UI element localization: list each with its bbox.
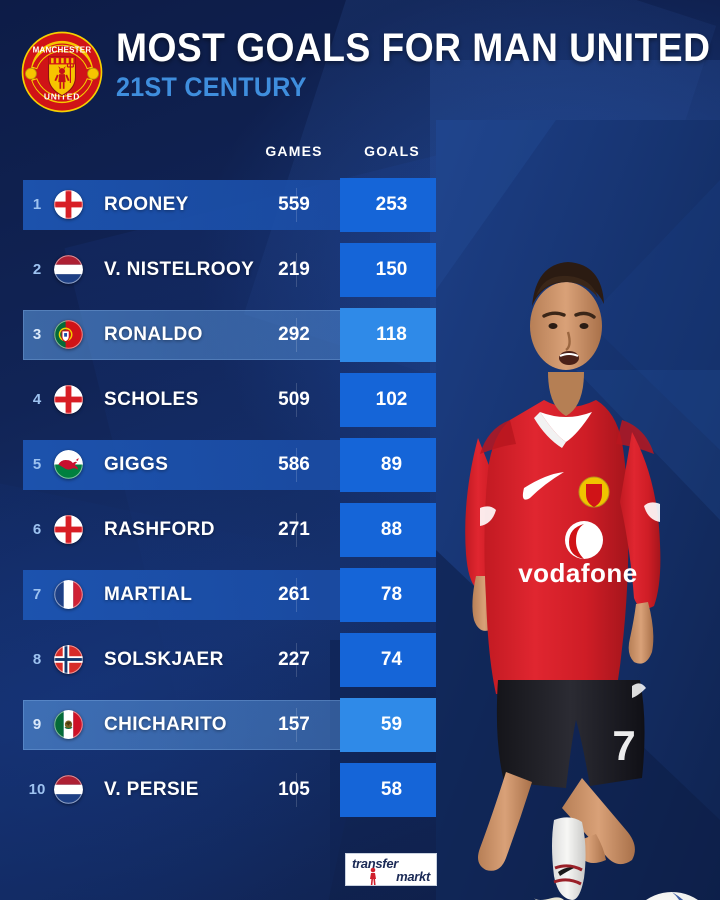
column-header-games: GAMES	[265, 143, 323, 159]
svg-text:MANCHESTER: MANCHESTER	[33, 46, 92, 55]
player-name: V. NISTELROOY	[104, 258, 255, 280]
column-divider	[296, 448, 297, 482]
goals-cell-background	[340, 373, 443, 427]
goals-cell-background	[340, 763, 443, 817]
games-value: 509	[278, 388, 310, 410]
column-divider	[296, 773, 297, 807]
column-divider	[296, 318, 297, 352]
player-name: CHICHARITO	[104, 713, 227, 735]
player-name: MARTIAL	[104, 583, 193, 605]
mexico-flag-icon	[54, 710, 83, 739]
player-name: SOLSKJAER	[104, 648, 224, 670]
player-name: RASHFORD	[104, 518, 215, 540]
rank-number: 6	[32, 521, 42, 538]
wales-flag-icon	[54, 450, 83, 479]
goals-cell-background	[340, 308, 443, 362]
player-name: ROONEY	[104, 193, 189, 215]
goals-value: 150	[375, 258, 408, 280]
column-divider	[296, 188, 297, 222]
goals-cell-background	[340, 243, 443, 297]
games-value: 292	[278, 323, 310, 345]
table-row[interactable]: 4 SCHOLES 509 102	[0, 367, 460, 432]
games-value: 271	[278, 518, 310, 540]
games-value: 105	[278, 778, 310, 800]
rank-number: 8	[32, 651, 42, 668]
rankings-table: 1 ROONEY 559 253 2 V. NISTELROOY 219 150 3 RONALD…	[0, 172, 460, 822]
player-name: SCHOLES	[104, 388, 199, 410]
rank-number: 7	[32, 586, 42, 603]
svg-text:vodafone: vodafone	[518, 558, 638, 588]
column-divider	[296, 253, 297, 287]
column-divider	[296, 643, 297, 677]
rank-number: 5	[32, 456, 42, 473]
goals-cell-background	[340, 503, 443, 557]
column-divider	[296, 708, 297, 742]
games-value: 219	[278, 258, 310, 280]
goals-value: 102	[375, 388, 408, 410]
france-flag-icon	[54, 580, 83, 609]
svg-text:UNITED: UNITED	[44, 92, 80, 102]
transfermarkt-figure-icon	[370, 867, 376, 885]
column-divider	[296, 383, 297, 417]
column-divider	[296, 578, 297, 612]
transfermarkt-logo[interactable]: transfer markt	[345, 853, 437, 886]
table-row[interactable]: 6 RASHFORD 271 88	[0, 497, 460, 562]
goals-value: 89	[380, 453, 403, 475]
rank-number: 1	[32, 196, 42, 213]
page-subtitle: 21ST CENTURY	[116, 72, 307, 102]
transfermarkt-logo-line1: transfer	[352, 855, 399, 871]
table-row[interactable]: 5 GIGGS 586 89	[0, 432, 460, 497]
games-value: 586	[278, 453, 310, 475]
goals-cell-background	[340, 633, 443, 687]
column-header-goals: GOALS	[364, 143, 420, 159]
rank-number: 4	[32, 391, 42, 408]
table-row[interactable]: 1 ROONEY 559 253	[0, 172, 460, 237]
games-value: 559	[278, 193, 310, 215]
transfermarkt-logo-line2: markt	[396, 868, 430, 884]
netherlands-flag-icon	[54, 255, 83, 284]
goals-value: 88	[380, 518, 403, 540]
rank-number: 2	[32, 261, 42, 278]
table-row[interactable]: 9 CHICHARITO 157 59	[0, 692, 460, 757]
portugal-flag-icon	[54, 320, 83, 349]
goals-value: 78	[380, 583, 403, 605]
england-flag-icon	[54, 385, 83, 414]
column-divider	[296, 513, 297, 547]
rank-number: 9	[32, 716, 42, 733]
goals-cell-background	[340, 568, 443, 622]
games-value: 261	[278, 583, 310, 605]
header: MANCHESTER UNITED	[0, 0, 720, 125]
goals-value: 59	[380, 713, 403, 735]
svg-text:7: 7	[612, 722, 635, 769]
norway-flag-icon	[54, 645, 83, 674]
games-value: 157	[278, 713, 310, 735]
manchester-united-crest-icon: MANCHESTER UNITED	[20, 30, 104, 114]
table-row[interactable]: 8 SOLSKJAER 227 74	[0, 627, 460, 692]
player-name: RONALDO	[104, 323, 203, 345]
table-row[interactable]: 7 MARTIAL 261 78	[0, 562, 460, 627]
england-flag-icon	[54, 190, 83, 219]
rank-number: 3	[32, 326, 42, 343]
games-value: 227	[278, 648, 310, 670]
table-row[interactable]: 10 V. PERSIE 105 58	[0, 757, 460, 822]
netherlands-flag-icon	[54, 775, 83, 804]
goals-value: 58	[380, 778, 403, 800]
goals-cell-background	[340, 438, 443, 492]
table-row[interactable]: 3 RONALDO 292 118	[0, 302, 460, 367]
player-name: V. PERSIE	[104, 778, 199, 800]
title-block: MOST GOALS FOR MAN UNITED 21ST CENTURY	[116, 26, 711, 102]
goals-cell-background	[340, 178, 443, 232]
england-flag-icon	[54, 515, 83, 544]
rank-number: 10	[28, 781, 46, 798]
goals-value: 74	[380, 648, 403, 670]
goals-value: 118	[376, 323, 407, 345]
player-name: GIGGS	[104, 453, 169, 475]
table-row[interactable]: 2 V. NISTELROOY 219 150	[0, 237, 460, 302]
goals-cell-background	[340, 698, 443, 752]
page-title: MOST GOALS FOR MAN UNITED	[116, 26, 711, 70]
goals-value: 253	[375, 193, 408, 215]
cristiano-ronaldo-photo: vodafone 7	[436, 120, 720, 900]
